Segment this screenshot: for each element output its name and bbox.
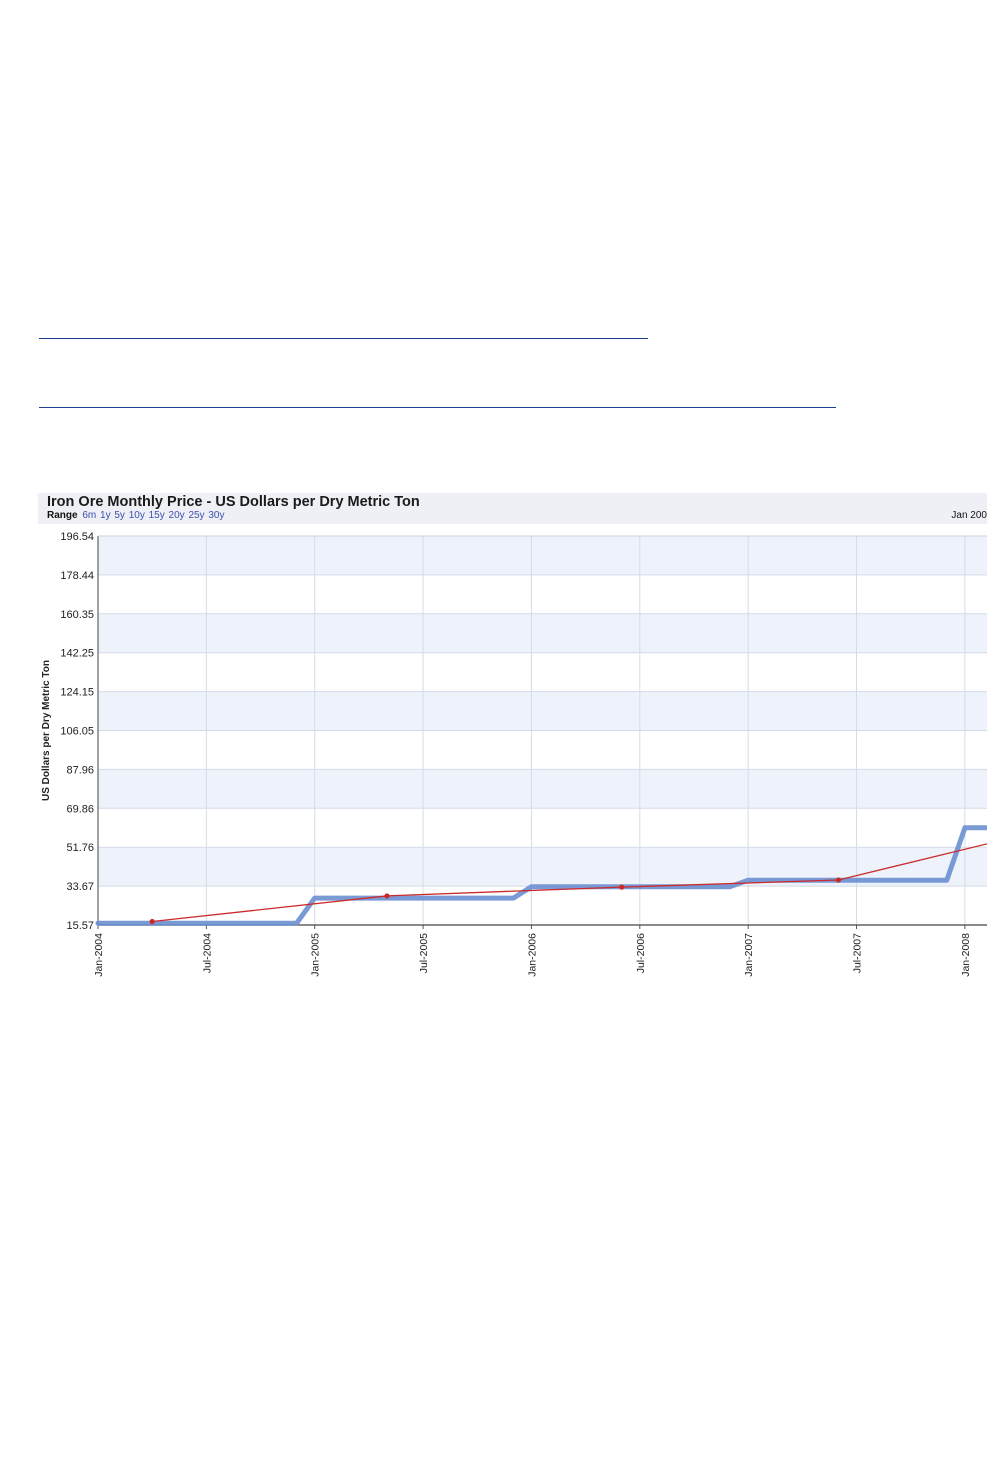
x-tick-label: Jan-2008 (960, 933, 972, 977)
series-point-trend (149, 918, 155, 925)
chart-widget: Iron Ore Monthly Price - US Dollars per … (38, 493, 987, 1003)
plot-band (98, 536, 987, 575)
x-tick-label: Jul-2004 (201, 933, 213, 973)
plot-band (98, 808, 987, 848)
x-tick-label: Jul-2005 (418, 933, 430, 973)
plot-band (98, 613, 987, 653)
chart-header: Iron Ore Monthly Price - US Dollars per … (38, 493, 987, 524)
range-option-20y[interactable]: 20y (168, 510, 185, 521)
range-label: Range (47, 510, 78, 521)
plot-band (98, 769, 987, 809)
x-tick-label: Jan-2006 (526, 933, 538, 977)
chart-plot: 196.54 178.44 160.35 142.25 124.15 106.05 87.9… (41, 531, 987, 977)
series-point-trend (384, 893, 390, 899)
y-tick-label: 142.25 (60, 648, 94, 660)
y-axis-title: US Dollars per Dry Metric Ton (41, 660, 52, 801)
x-tick-label: Jul-2006 (635, 933, 647, 973)
y-tick-label: 160.35 (60, 609, 94, 621)
range-option-6m[interactable]: 6m (82, 510, 97, 521)
range-option-1y[interactable]: 1y (100, 510, 111, 521)
range-option-10y[interactable]: 10y (128, 510, 145, 521)
y-tick-label: 15.57 (66, 920, 94, 932)
y-tick-label: 124.15 (60, 687, 94, 699)
x-tick-label: Jan-2005 (310, 933, 322, 977)
series-point-trend (835, 877, 842, 883)
range-selector: Range 6m 1y 5y 10y 15y 20y 25y 30y (47, 510, 225, 521)
plot-band (98, 730, 987, 770)
plot-band (98, 652, 987, 692)
chart-title: Iron Ore Monthly Price - US Dollars per … (47, 494, 420, 510)
plot-band (98, 886, 987, 925)
y-tick-label: 87.96 (66, 764, 94, 776)
y-tick-label: 33.67 (66, 881, 94, 893)
y-tick-label: 178.44 (60, 570, 94, 582)
series-line-monthly-price (95, 825, 987, 926)
x-tick-label: Jan-2007 (743, 933, 755, 977)
series-line-trend (152, 843, 987, 923)
y-tick-label: 106.05 (60, 726, 94, 738)
range-option-25y[interactable]: 25y (188, 510, 205, 521)
y-tick-label: 69.86 (66, 803, 94, 815)
series-point-trend (619, 884, 625, 890)
x-tick-label: Jul-2007 (852, 933, 864, 973)
y-tick-label: 196.54 (60, 531, 94, 543)
link-underline (39, 338, 648, 339)
range-option-30y[interactable]: 30y (208, 510, 225, 521)
range-option-5y[interactable]: 5y (114, 510, 125, 521)
range-option-15y[interactable]: 15y (148, 510, 165, 521)
y-tick-label: 51.76 (66, 842, 94, 854)
date-range-text: Jan 200 (951, 510, 987, 521)
plot-band (98, 574, 987, 614)
x-tick-label: Jan-2004 (93, 933, 105, 977)
plot-band (98, 691, 987, 731)
link-underline (39, 407, 836, 408)
